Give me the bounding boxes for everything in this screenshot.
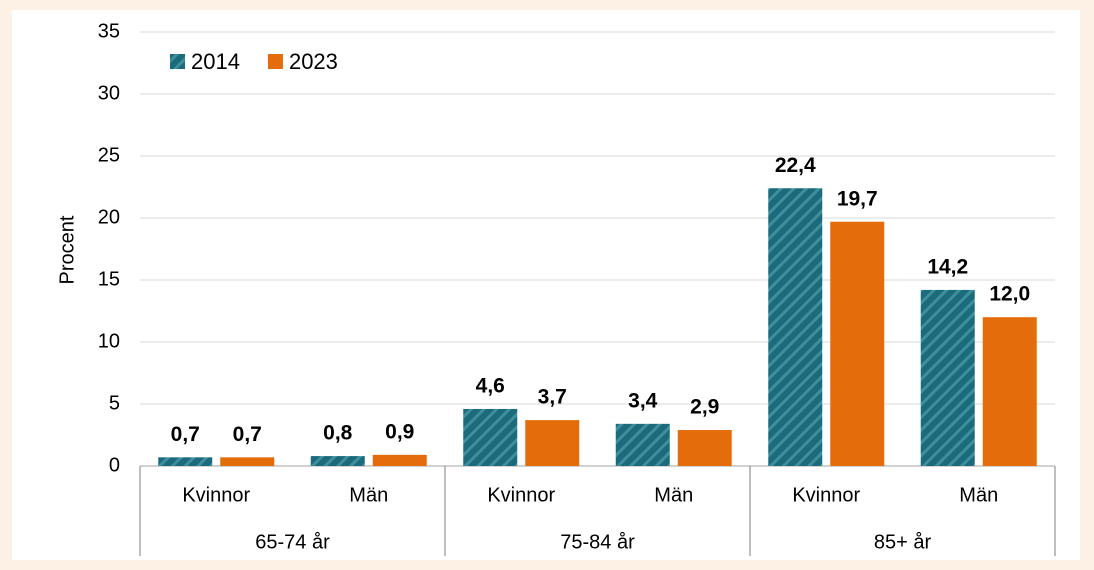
value-label: 0,7 — [171, 423, 200, 446]
bar — [830, 221, 885, 466]
x-tick-label: Kvinnor — [792, 484, 860, 506]
y-axis-label: Procent — [56, 215, 78, 284]
legend-label: 2023 — [289, 49, 338, 74]
bar — [920, 289, 975, 466]
legend-swatch — [267, 54, 283, 69]
value-label: 22,4 — [775, 154, 816, 177]
bar — [158, 457, 213, 466]
y-tick-label: 5 — [109, 392, 120, 414]
bar — [768, 188, 823, 467]
group-label: 65-74 år — [255, 531, 330, 553]
value-label: 3,4 — [628, 389, 658, 412]
y-tick-label: 0 — [109, 454, 120, 476]
x-tick-label: Kvinnor — [182, 484, 250, 506]
value-label: 12,0 — [989, 283, 1030, 306]
group-label: 75-84 år — [560, 531, 635, 553]
x-tick-label: Män — [959, 484, 998, 506]
bar — [982, 317, 1037, 466]
y-tick-label: 10 — [98, 330, 120, 352]
value-label: 0,8 — [323, 422, 353, 445]
y-tick-label: 35 — [98, 20, 120, 42]
x-tick-label: Kvinnor — [487, 484, 555, 506]
bar — [463, 408, 518, 466]
y-tick-label: 20 — [98, 206, 120, 228]
plot-background — [12, 10, 1080, 560]
legend-label: 2014 — [191, 49, 240, 74]
y-tick-label: 30 — [98, 82, 120, 104]
value-label: 14,2 — [927, 255, 968, 278]
x-tick-label: Män — [349, 484, 388, 506]
value-label: 0,7 — [233, 423, 262, 446]
bar — [372, 454, 427, 466]
legend-swatch — [170, 54, 185, 69]
bar — [310, 456, 365, 466]
group-label: 85+ år — [874, 531, 932, 553]
y-tick-label: 15 — [98, 268, 120, 290]
bar — [220, 457, 275, 466]
value-label: 19,7 — [837, 187, 878, 210]
bar — [525, 420, 580, 466]
bar — [615, 423, 670, 466]
value-label: 2,9 — [690, 396, 719, 419]
value-label: 0,9 — [385, 420, 414, 443]
y-tick-label: 25 — [98, 144, 120, 166]
bar — [677, 430, 732, 466]
value-label: 4,6 — [476, 375, 505, 398]
value-label: 3,7 — [538, 386, 567, 409]
x-tick-label: Män — [654, 484, 693, 506]
